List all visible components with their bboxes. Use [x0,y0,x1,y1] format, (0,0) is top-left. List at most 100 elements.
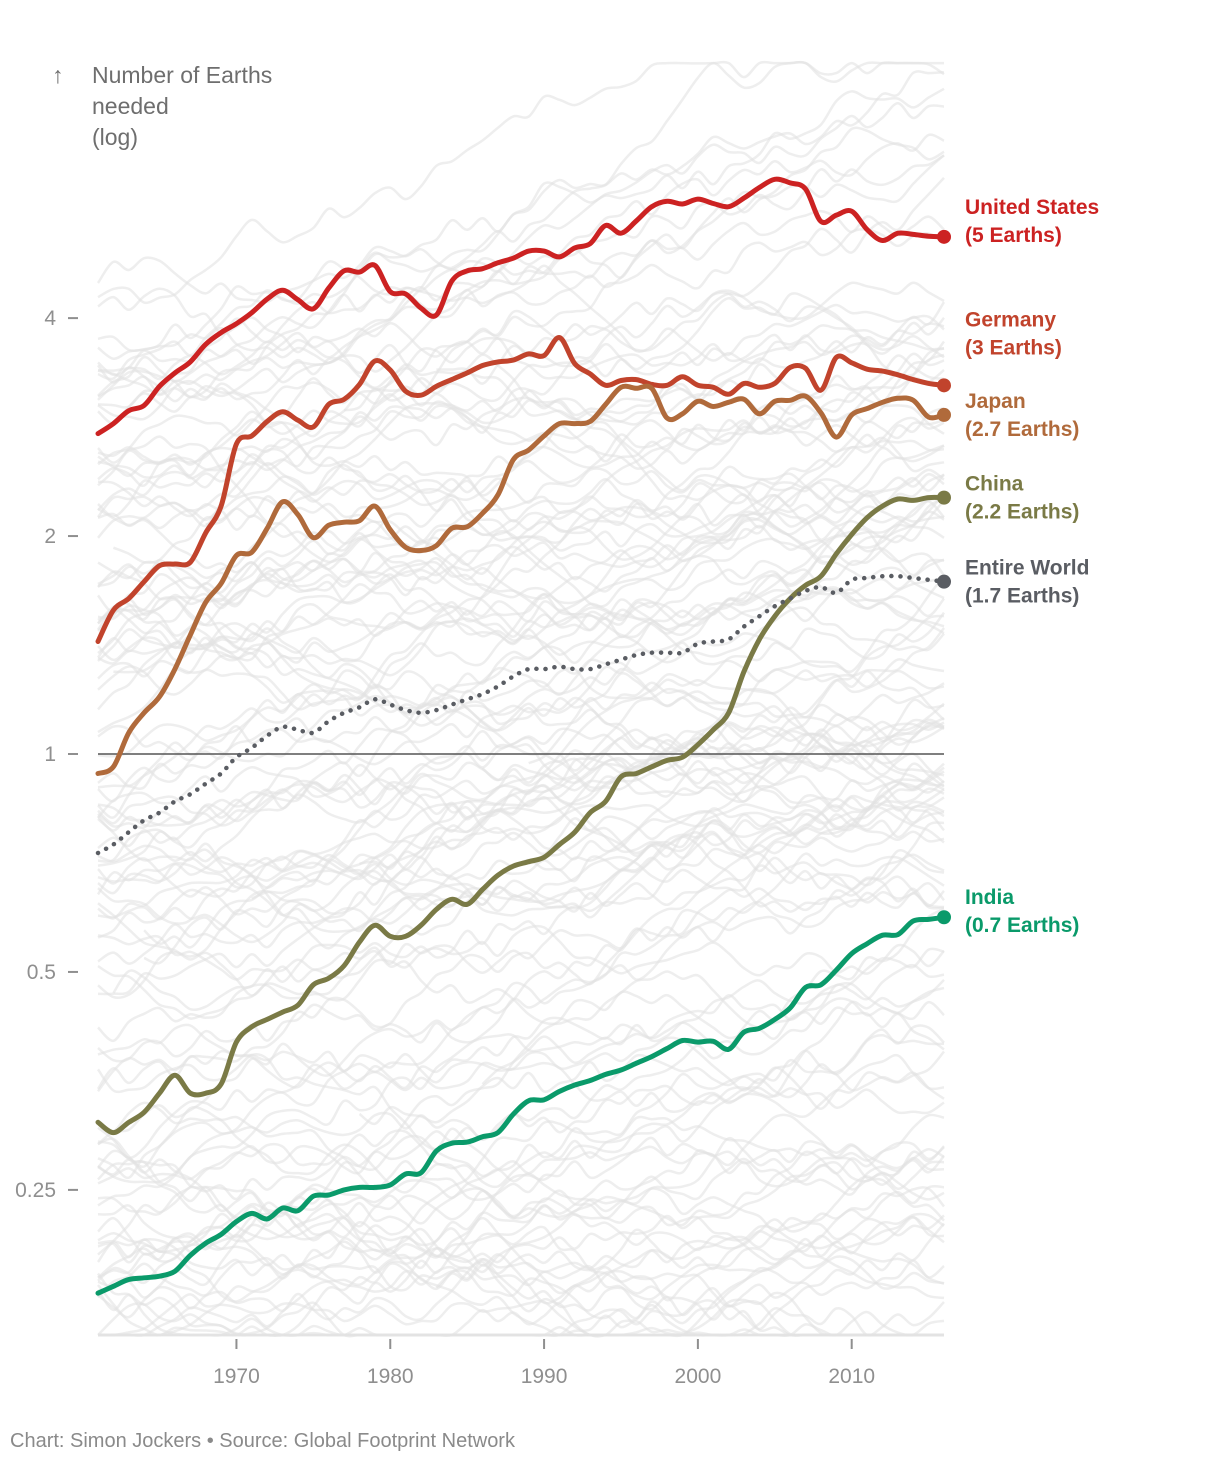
x-tick-label: 1980 [367,1365,414,1388]
arrow-up-icon: ↑ [52,62,64,88]
background-line [97,87,945,399]
y-axis: 0.25 0.5 1 2 4 [15,307,78,1202]
y-tick-label: 1 [44,743,56,766]
background-line [97,1161,945,1279]
background-line [97,507,945,721]
background-line [97,963,945,1285]
series-endpoint-germany [937,378,951,393]
background-line [97,418,945,590]
background-line [97,1101,945,1194]
series-line-germany [95,335,947,644]
background-line [97,509,945,601]
series-line-china [95,494,947,1136]
background-line [97,658,945,803]
background-line [97,352,945,518]
background-line [113,497,945,674]
background-line [97,281,945,528]
background-line [97,796,945,999]
series-endpoint-india [937,910,951,925]
background-line [97,665,945,784]
y-tick-label: 0.5 [27,961,56,984]
y-axis-label: Number of Earths needed (log) [92,62,273,150]
series-sublabel-germany: (3 Earths) [965,336,1062,359]
series-sublabel-japan: (2.7 Earths) [965,418,1079,441]
background-line [205,467,945,526]
background-line [97,698,945,939]
x-tick-label: 2010 [828,1365,875,1388]
background-line [97,773,945,867]
background-line [436,292,945,385]
background-line [97,575,945,827]
background-line [96,354,945,659]
background-line [97,1212,945,1322]
background-line [97,560,945,734]
series-sublabel-china: (2.2 Earths) [965,501,1079,524]
series-sublabel-india: (0.7 Earths) [965,914,1079,937]
x-tick-label: 1970 [213,1365,260,1388]
background-line [97,576,945,832]
background-line [97,852,945,1180]
background-line [97,604,945,810]
background-line [97,1157,945,1279]
series-label-united-states: United States [965,196,1099,219]
background-line [97,377,945,435]
series-endpoint-china [937,490,951,505]
background-line [97,493,945,588]
background-line [97,444,945,819]
series-label-germany: Germany [965,308,1056,331]
background-line [97,1140,945,1319]
background-line [97,853,945,1146]
background-line [97,715,945,798]
series-labels: United States (5 Earths) Germany (3 Earths)… [965,196,1099,937]
background-line [143,611,945,949]
background-line [97,636,945,770]
background-line [98,1034,945,1337]
background-line [97,287,945,380]
background-line [97,444,945,758]
background-line [97,849,945,1207]
background-line [97,101,945,377]
x-tick-label: 1990 [521,1365,568,1388]
background-line [97,1050,945,1185]
series-sublabel-entire-world: (1.7 Earths) [965,585,1079,608]
background-line [97,745,945,863]
background-line [97,154,945,409]
series-line-india [95,914,947,1296]
background-line [97,1284,944,1338]
background-line [97,126,945,381]
background-country-lines [96,60,946,1338]
background-line [97,1113,945,1201]
background-line [97,406,945,787]
background-line [97,1212,945,1264]
background-line [97,626,945,832]
background-line [97,835,945,920]
background-line [97,493,945,625]
background-line [97,415,945,512]
y-tick-label: 4 [44,307,56,330]
background-line [97,875,945,1093]
x-axis: 1970 1980 1990 2000 2010 [213,1339,875,1388]
series-line-japan [95,383,947,776]
background-line [97,356,945,528]
series-line-entire-world [95,573,947,856]
background-line [97,1023,945,1114]
background-line [97,770,945,965]
background-line [97,60,944,305]
background-line [97,1024,945,1160]
background-line [97,291,945,464]
series-label-japan: Japan [965,390,1026,413]
background-line [97,785,945,855]
x-tick-label: 2000 [675,1365,722,1388]
highlighted-series [95,176,951,1296]
background-line [97,492,945,635]
chart-credit: Chart: Simon Jockers • Source: Global Fo… [10,1430,515,1452]
background-line [528,669,945,765]
background-line [97,1137,945,1299]
background-line [97,1237,945,1325]
series-endpoint-united-states [937,229,951,244]
background-line [97,228,945,487]
background-line [97,780,945,908]
background-line [97,1145,945,1228]
background-line [97,1227,945,1305]
series-endpoint-entire-world [937,574,951,589]
